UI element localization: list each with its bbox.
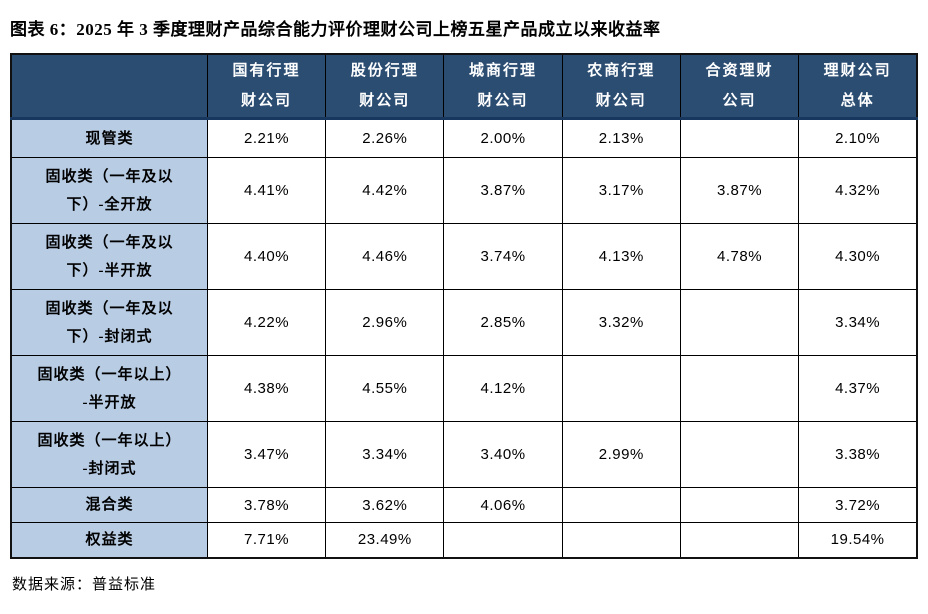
col-header-city-commercial-bank: 城商行理 财公司 [443, 53, 563, 120]
value-cell: 3.40% [443, 421, 563, 488]
value-cell: 3.74% [443, 223, 563, 290]
col-header-joint-venture: 合资理财 公司 [679, 53, 800, 120]
row-label: 固收类（一年及以 下）-半开放 [10, 223, 208, 290]
value-cell: 3.62% [325, 487, 445, 523]
value-cell [679, 118, 800, 158]
value-cell: 4.32% [798, 157, 918, 224]
value-cell [679, 289, 800, 356]
value-cell: 4.13% [561, 223, 681, 290]
value-cell: 2.10% [798, 118, 918, 158]
table-row: 权益类 7.71% 23.49% 19.54% [10, 522, 918, 559]
value-cell [679, 487, 800, 523]
figure-title: 图表 6：2025 年 3 季度理财产品综合能力评价理财公司上榜五星产品成立以来… [10, 20, 661, 39]
value-cell: 7.71% [206, 522, 327, 559]
value-cell: 3.87% [443, 157, 563, 224]
value-cell: 2.96% [325, 289, 445, 356]
value-cell: 2.99% [561, 421, 681, 488]
table-row: 固收类（一年及以 下）-半开放 4.40% 4.46% 3.74% 4.13% … [10, 223, 918, 290]
col-header-overall: 理财公司 总体 [798, 53, 918, 120]
value-cell: 4.40% [206, 223, 327, 290]
value-cell: 4.06% [443, 487, 563, 523]
table-row: 混合类 3.78% 3.62% 4.06% 3.72% [10, 487, 918, 523]
value-cell: 3.32% [561, 289, 681, 356]
value-cell: 4.42% [325, 157, 445, 224]
col-header-joint-stock-bank: 股份行理 财公司 [325, 53, 445, 120]
value-cell: 2.00% [443, 118, 563, 158]
value-cell [561, 522, 681, 559]
data-source: 数据来源：普益标准 [12, 576, 157, 593]
col-header-state-owned-bank: 国有行理 财公司 [206, 53, 327, 120]
value-cell [679, 522, 800, 559]
value-cell: 2.13% [561, 118, 681, 158]
value-cell: 3.17% [561, 157, 681, 224]
value-cell: 2.85% [443, 289, 563, 356]
value-cell: 4.46% [325, 223, 445, 290]
row-label: 固收类（一年以上） -半开放 [10, 355, 208, 422]
value-cell: 3.78% [206, 487, 327, 523]
row-label: 固收类（一年及以 下）-封闭式 [10, 289, 208, 356]
value-cell: 4.78% [679, 223, 800, 290]
value-cell: 4.41% [206, 157, 327, 224]
value-cell [443, 522, 563, 559]
table-row: 固收类（一年及以 下）-全开放 4.41% 4.42% 3.87% 3.17% … [10, 157, 918, 224]
value-cell: 4.55% [325, 355, 445, 422]
corner-cell [10, 53, 208, 120]
value-cell: 4.12% [443, 355, 563, 422]
value-cell: 3.47% [206, 421, 327, 488]
value-cell: 3.87% [679, 157, 800, 224]
table-row: 固收类（一年以上） -半开放 4.38% 4.55% 4.12% 4.37% [10, 355, 918, 422]
row-label: 固收类（一年以上） -封闭式 [10, 421, 208, 488]
table-row: 固收类（一年以上） -封闭式 3.47% 3.34% 3.40% 2.99% 3… [10, 421, 918, 488]
value-cell: 4.22% [206, 289, 327, 356]
row-label: 现管类 [10, 118, 208, 158]
value-cell: 4.37% [798, 355, 918, 422]
table-row: 现管类 2.21% 2.26% 2.00% 2.13% 2.10% [10, 118, 918, 158]
value-cell: 3.34% [798, 289, 918, 356]
value-cell [561, 487, 681, 523]
value-cell: 19.54% [798, 522, 918, 559]
row-label: 固收类（一年及以 下）-全开放 [10, 157, 208, 224]
value-cell: 2.26% [325, 118, 445, 158]
value-cell: 4.38% [206, 355, 327, 422]
value-cell: 4.30% [798, 223, 918, 290]
value-cell: 3.72% [798, 487, 918, 523]
value-cell: 23.49% [325, 522, 445, 559]
value-cell [679, 421, 800, 488]
row-label: 混合类 [10, 487, 208, 523]
table-row: 固收类（一年及以 下）-封闭式 4.22% 2.96% 2.85% 3.32% … [10, 289, 918, 356]
returns-table: 国有行理 财公司 股份行理 财公司 城商行理 财公司 农商行理 财公司 合资理财… [10, 53, 918, 559]
value-cell [679, 355, 800, 422]
row-label: 权益类 [10, 522, 208, 559]
value-cell: 3.34% [325, 421, 445, 488]
value-cell [561, 355, 681, 422]
value-cell: 3.38% [798, 421, 918, 488]
value-cell: 2.21% [206, 118, 327, 158]
header-row: 国有行理 财公司 股份行理 财公司 城商行理 财公司 农商行理 财公司 合资理财… [10, 53, 918, 120]
col-header-rural-commercial-bank: 农商行理 财公司 [561, 53, 681, 120]
